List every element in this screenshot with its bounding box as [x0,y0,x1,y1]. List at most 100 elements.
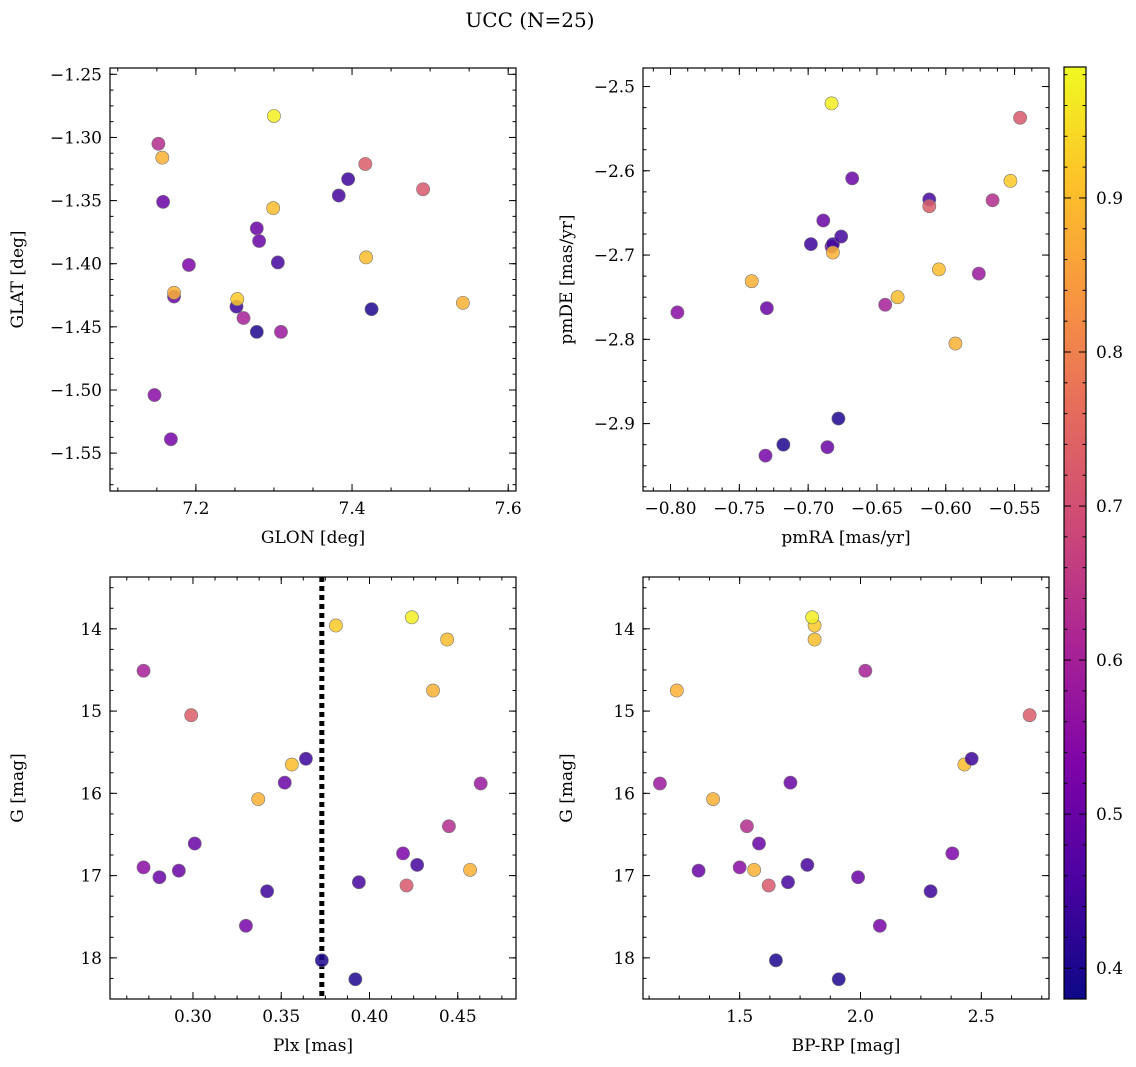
data-point [136,663,151,678]
data-point [971,266,986,281]
colorbar-tick-label: 0.6 [1096,651,1123,671]
data-point [260,884,275,899]
data-point [948,336,963,351]
data-point [985,193,1000,208]
y-tick-label: −1.50 [50,381,102,401]
data-point [351,875,366,890]
panel-pmra-pmde: −0.80 −0.75 −0.70 −0.65 −0.60 −0.55 −2.9 −2.8 −2… [557,67,1050,548]
colorbar-tick-label: 0.7 [1096,497,1123,517]
y-tick-label: 18 [80,949,102,969]
data-point [270,255,285,270]
data-point [410,858,425,872]
y-tick-label: 15 [613,702,635,722]
x-tick-label: 2.5 [968,1007,995,1027]
colorbar-tick-label: 0.5 [1096,805,1123,825]
data-point [1022,708,1037,723]
data-points [147,109,470,447]
data-point [277,775,292,790]
data-point [274,325,288,339]
y-tick-label: 18 [613,949,635,969]
data-point [816,213,831,228]
x-tick-label: 7.4 [339,499,366,519]
y-tick-label: 14 [80,620,102,640]
data-point [931,262,946,277]
data-point [800,858,815,872]
x-axis-label: pmRA [mas/yr] [781,528,910,548]
data-point [239,918,253,933]
x-tick-label: 0.40 [351,1007,389,1027]
y-tick-label: 14 [613,620,635,640]
minor-ticks [643,577,1049,1000]
data-point [781,875,795,890]
data-point [266,201,281,216]
x-tick-label: −0.65 [851,499,903,519]
data-point [151,136,166,151]
data-point [807,632,822,647]
data-point [358,157,373,171]
data-point [732,860,747,875]
y-tick-label: −2.9 [594,415,635,435]
data-point [147,388,162,402]
data-point [152,870,167,885]
y-tick-label: −1.30 [50,128,102,148]
data-point [804,237,818,252]
minor-ticks [643,68,1050,491]
y-tick-label: 16 [613,784,635,804]
data-point [299,751,313,766]
y-tick-label: −2.7 [594,246,635,266]
data-point [761,878,776,893]
data-point [396,846,410,861]
data-point [964,751,979,766]
data-point [267,109,281,123]
data-point [878,297,893,312]
data-point [167,285,181,300]
data-point [747,862,762,877]
data-point [404,610,419,625]
data-point [171,863,186,878]
data-point [251,792,266,807]
y-axis-label: G [mag] [8,753,28,822]
data-point [440,632,455,647]
data-points [653,610,1037,987]
data-point [769,953,783,968]
data-point [890,290,905,305]
colorbar-tick-label: 0.8 [1096,343,1123,363]
data-point [945,846,960,861]
data-point [776,437,791,452]
axes-frame [109,67,517,492]
data-point [184,708,199,723]
axes-frame [109,576,517,1000]
x-axis-label: BP-RP [mag] [792,1036,901,1056]
data-point [805,610,820,625]
data-point [744,274,759,289]
y-tick-label: −1.40 [50,255,102,275]
panel-plx-g: 0.30 0.35 0.40 0.45 14 15 16 17 18 Plx [mas] G [ma… [8,576,517,1056]
data-point [230,292,245,306]
data-point [314,953,329,968]
data-point [691,863,706,878]
y-tick-label: 17 [613,867,635,887]
data-point [872,918,887,933]
x-tick-label: 7.2 [182,499,209,519]
data-point [759,301,774,316]
x-tick-label: 0.30 [174,1007,212,1027]
data-point [1013,110,1027,125]
data-point [359,250,373,265]
data-point [831,972,846,987]
y-tick-label: −1.55 [50,444,102,464]
data-point [1003,174,1018,188]
x-axis-label: Plx [mas] [273,1036,353,1056]
y-tick-label: −1.25 [50,65,102,85]
x-tick-label: −0.55 [989,499,1041,519]
data-point [399,878,414,893]
data-point [249,325,264,339]
data-point [670,305,685,320]
data-point [653,776,667,791]
data-point [783,775,798,790]
data-point [923,884,938,899]
axes-frame [642,576,1050,1000]
y-tick-label: 17 [80,867,102,887]
colorbar: 0.4 0.5 0.6 0.7 0.8 0.9 [1063,66,1123,1000]
data-point [181,258,196,272]
data-point [348,972,363,987]
